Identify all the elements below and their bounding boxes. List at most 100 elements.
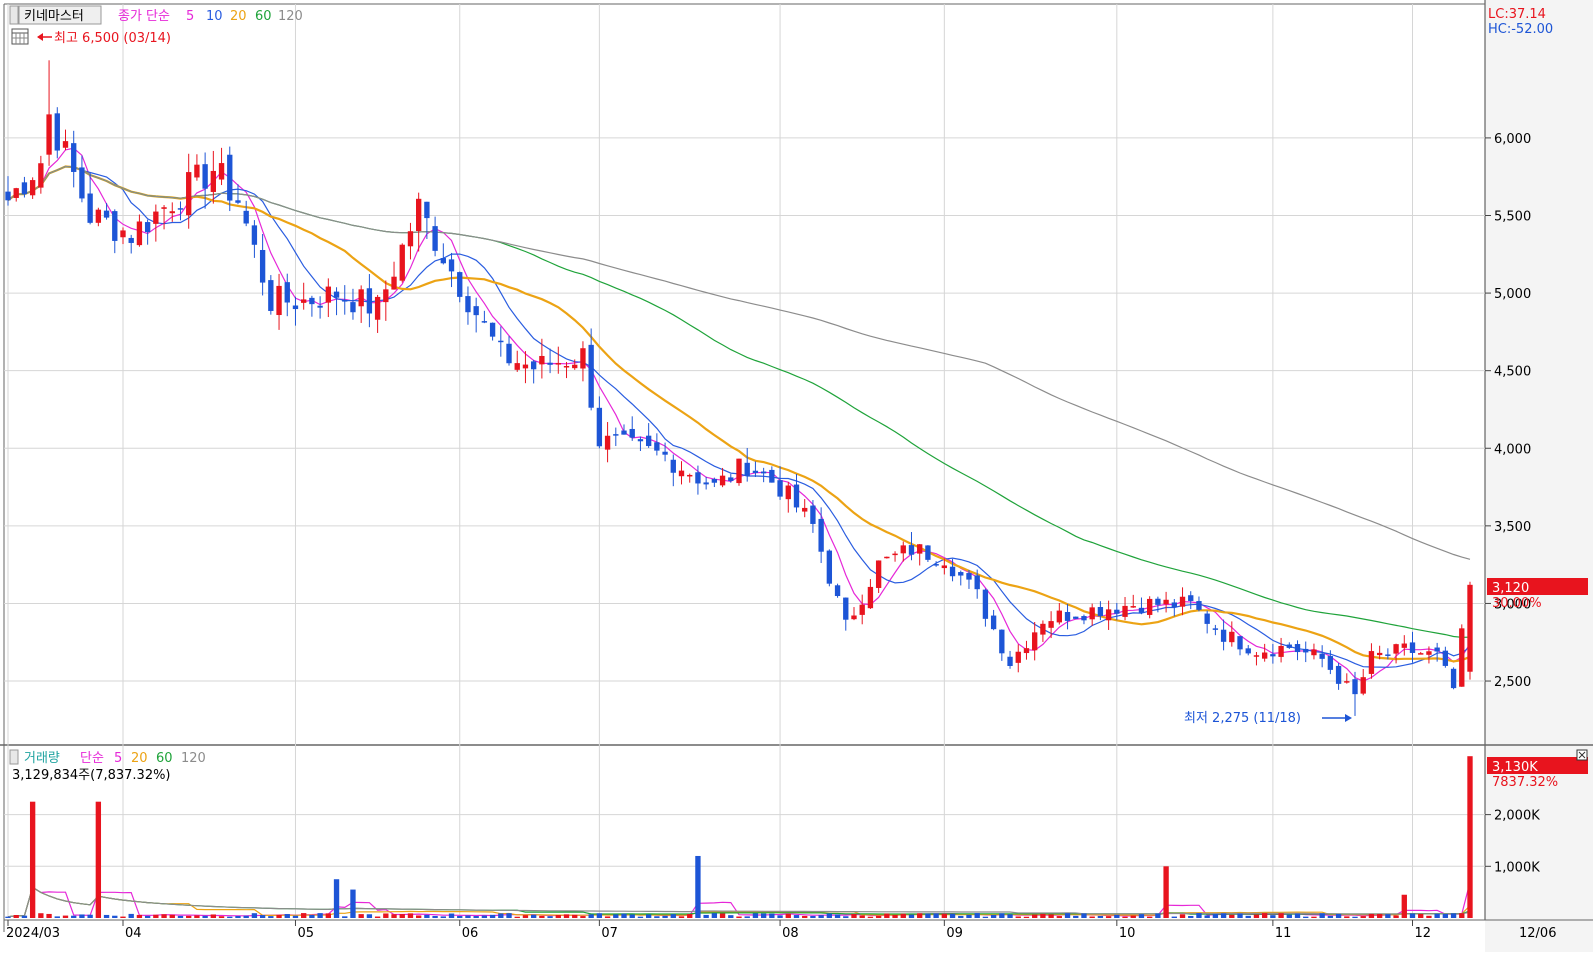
- date-tick-label: 10: [1119, 926, 1136, 941]
- candle-body: [448, 259, 455, 272]
- volume-bar: [613, 914, 619, 918]
- volume-bar: [941, 913, 948, 918]
- volume-bar: [1229, 914, 1235, 918]
- candle: [1344, 673, 1350, 684]
- volume-bar: [629, 914, 635, 918]
- stock-tab[interactable]: [18, 5, 102, 25]
- volume-bar: [1319, 913, 1325, 918]
- candle-body: [613, 434, 619, 436]
- candle: [917, 544, 923, 566]
- volume-bars-layer: [5, 756, 1473, 918]
- candle: [465, 286, 471, 325]
- low-arrow-icon: [1345, 714, 1352, 722]
- candle-body: [1097, 606, 1104, 617]
- candle: [596, 396, 603, 449]
- volume-bar: [555, 914, 561, 918]
- ma-period-60: 60: [255, 9, 272, 24]
- price-tick-label: 6,000: [1494, 132, 1531, 147]
- candle-body: [834, 585, 841, 597]
- candle: [317, 296, 323, 319]
- candle: [1376, 645, 1383, 660]
- candle: [1056, 602, 1062, 625]
- volume-bar: [202, 915, 208, 918]
- ma-period-5: 5: [186, 9, 194, 24]
- candle: [711, 477, 718, 488]
- candle-body: [908, 545, 915, 555]
- candle-body: [851, 615, 857, 620]
- candle-body: [46, 114, 52, 155]
- candle: [1220, 619, 1227, 651]
- low-note: 최저 2,275 (11/18): [1184, 711, 1301, 726]
- candle-body: [596, 407, 603, 447]
- candle: [530, 359, 537, 384]
- volume-bar: [342, 916, 348, 918]
- candle: [1426, 646, 1432, 664]
- candle: [539, 338, 545, 379]
- volume-bar: [662, 915, 668, 918]
- high-note: 최고 6,500 (03/14): [54, 31, 171, 46]
- candle-body: [711, 478, 718, 483]
- volume-bar: [1130, 915, 1136, 918]
- candle-body: [826, 550, 833, 584]
- candle-body: [925, 545, 931, 560]
- volume-bar: [1352, 916, 1358, 918]
- volume-bar: [711, 913, 718, 918]
- volume-moving-average-lines: [7, 881, 1471, 918]
- candle: [251, 220, 258, 258]
- candle-body: [1270, 654, 1276, 657]
- volume-bar: [358, 914, 364, 918]
- candle-body: [358, 289, 364, 307]
- candle-body: [1409, 642, 1416, 653]
- candle-body: [1114, 609, 1120, 614]
- candle-body: [563, 365, 570, 368]
- candle-body: [1294, 644, 1301, 653]
- candle-body: [654, 442, 660, 451]
- candle-body: [810, 505, 816, 524]
- volume-bar: [251, 913, 258, 918]
- candle: [276, 273, 282, 330]
- candle: [128, 234, 134, 254]
- candle: [1188, 591, 1194, 610]
- candle: [1245, 645, 1251, 656]
- volume-bar: [1007, 914, 1013, 918]
- candle: [1023, 640, 1030, 660]
- volume-bar: [465, 915, 471, 918]
- volume-tick-label: 1,000K: [1494, 860, 1540, 875]
- candle-body: [1286, 644, 1292, 648]
- calendar-icon[interactable]: [11, 28, 29, 45]
- candle: [892, 551, 898, 562]
- candle: [1327, 650, 1334, 675]
- volume-bar: [391, 914, 397, 918]
- candle: [687, 473, 693, 483]
- candle: [654, 433, 660, 456]
- volume-bar: [506, 913, 512, 918]
- price-tick-label: 5,000: [1494, 287, 1531, 302]
- volume-bar: [1048, 914, 1054, 918]
- candle-body: [136, 221, 143, 246]
- volume-ma-title: 단순: [80, 751, 104, 766]
- volume-bar: [1114, 914, 1120, 918]
- volume-bar: [407, 913, 414, 918]
- candle: [95, 207, 102, 227]
- candle-body: [875, 560, 882, 588]
- candle: [637, 436, 644, 452]
- volume-bar: [424, 914, 430, 918]
- candle: [457, 271, 463, 303]
- volume-bar: [276, 914, 282, 918]
- volume-bar: [572, 914, 578, 918]
- volume-bar: [1056, 916, 1062, 918]
- candle: [79, 155, 85, 203]
- candle: [432, 216, 438, 257]
- candle: [1171, 598, 1177, 617]
- candle: [695, 465, 701, 495]
- candle-body: [407, 231, 414, 247]
- candle-body: [243, 210, 249, 224]
- candle-body: [1171, 602, 1177, 608]
- volume-bar: [728, 915, 734, 918]
- candle: [629, 416, 635, 441]
- candle-body: [391, 276, 397, 290]
- volume-header: 거래량 단순 5 20 60 120 3,129,834주(7,837.32%): [9, 749, 206, 783]
- candle-body: [153, 211, 159, 224]
- candle: [580, 341, 586, 382]
- volume-bar: [785, 913, 791, 918]
